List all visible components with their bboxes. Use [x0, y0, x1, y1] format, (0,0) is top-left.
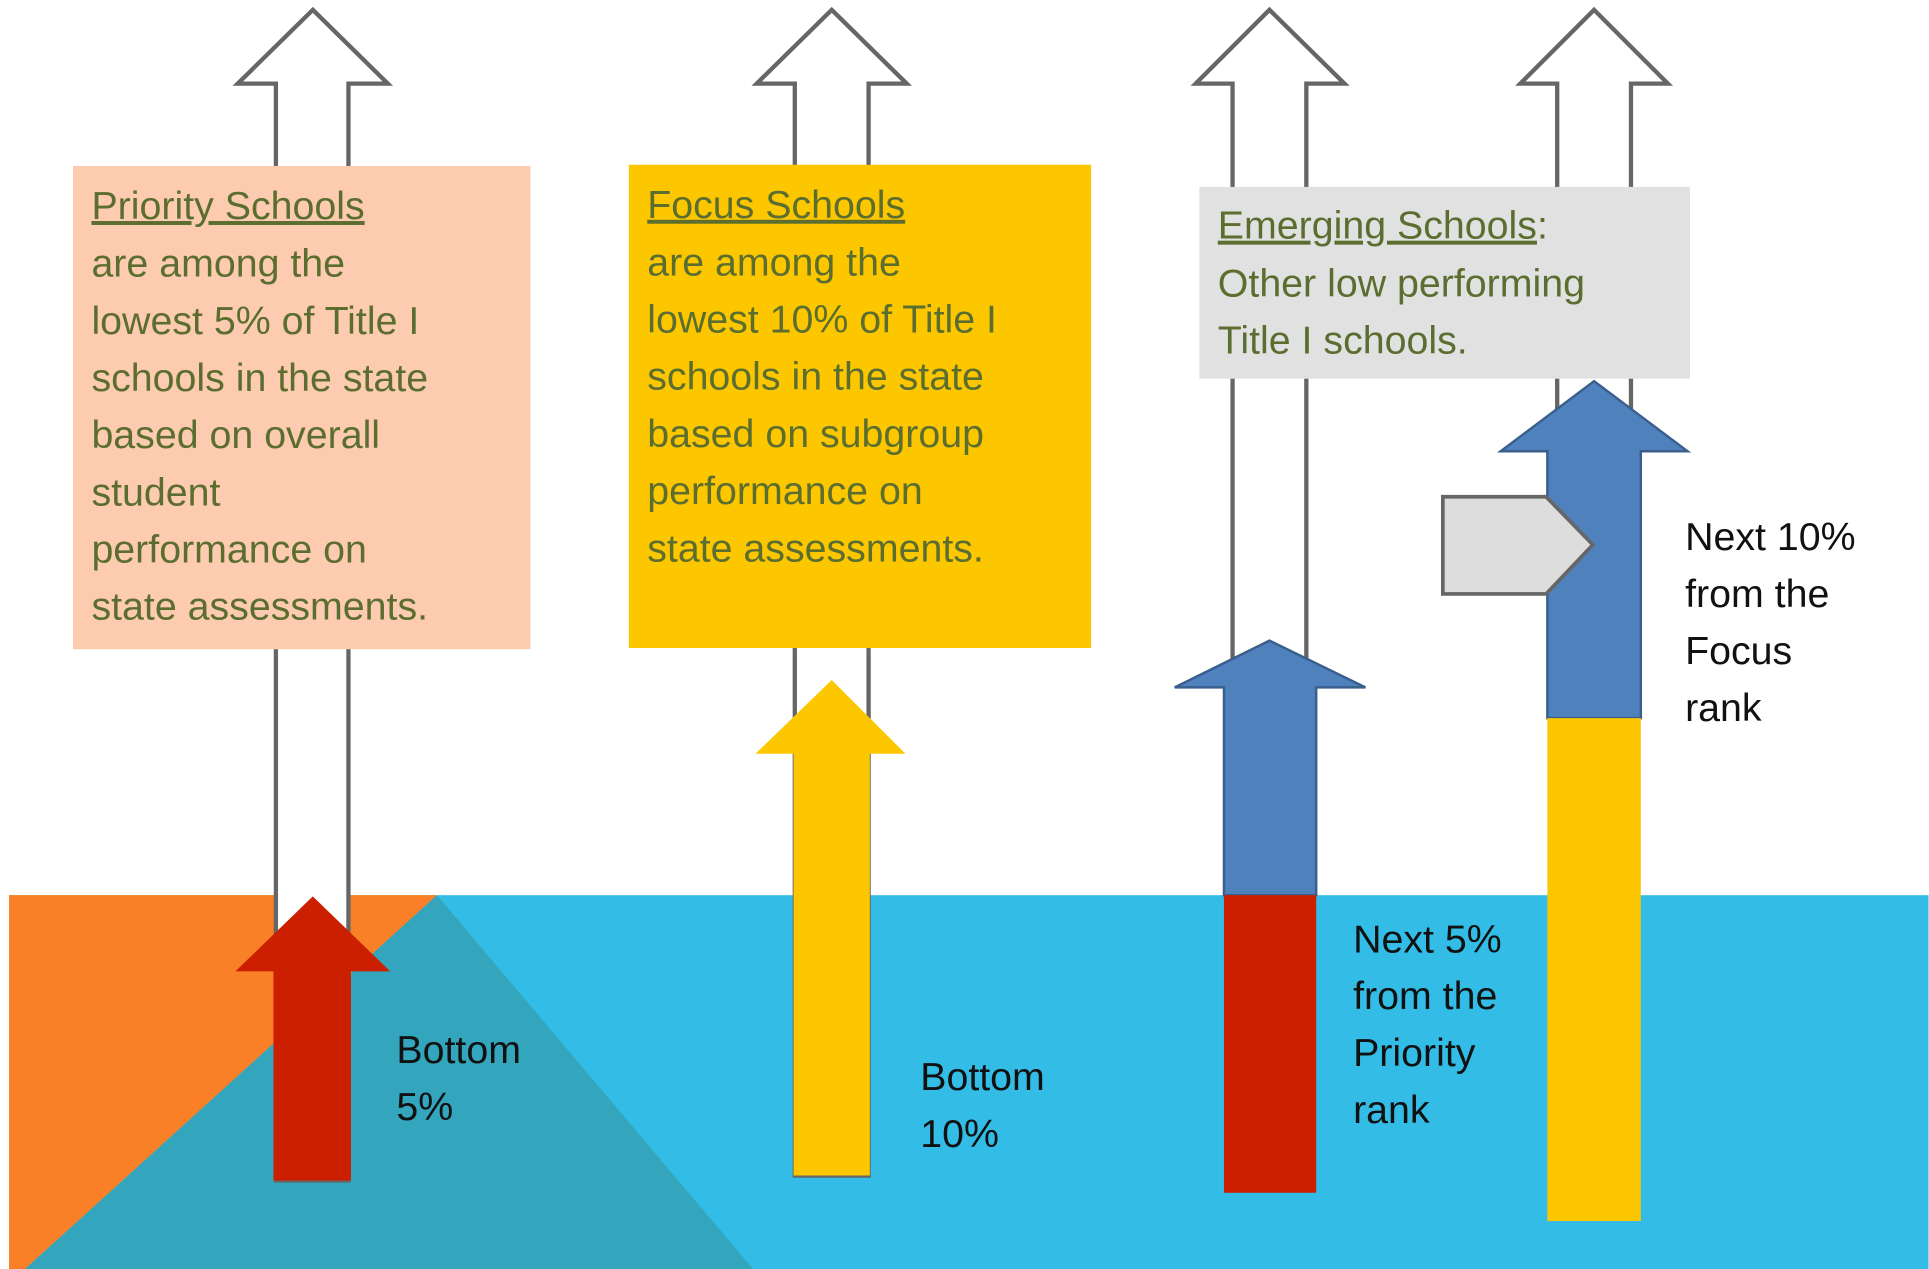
label-line: Next 5% — [1353, 917, 1502, 961]
label-line: rank — [1685, 686, 1762, 730]
box-title-suffix: : — [1537, 204, 1548, 248]
box-title-text: Priority Schools — [91, 184, 364, 228]
label-line: Next 10% — [1685, 515, 1856, 559]
pentagon-marker — [1440, 494, 1596, 596]
label-line: Priority — [1353, 1031, 1476, 1075]
box-title: Priority Schools — [91, 184, 364, 228]
focus-box — [628, 164, 1092, 649]
box-line: are among the — [647, 240, 901, 284]
box-line: lowest 5% of Title I — [91, 299, 419, 343]
box-title: Focus Schools — [647, 183, 905, 227]
label-line: Bottom — [396, 1028, 521, 1072]
priority-box — [73, 166, 531, 650]
label-line: from the — [1353, 974, 1497, 1018]
red-arrow — [235, 896, 391, 1181]
box-line: Other low performing — [1218, 261, 1585, 305]
label-line: Focus — [1685, 629, 1792, 673]
box-line: state assessments. — [91, 585, 428, 629]
label-line: Bottom — [920, 1055, 1045, 1099]
box-line: based on subgroup — [647, 412, 984, 456]
yellow-arrow — [755, 679, 906, 1176]
yellow-segment — [1547, 718, 1641, 1222]
label-line: 10% — [920, 1112, 999, 1156]
red-segment — [1223, 895, 1317, 1193]
box-title-text: Focus Schools — [647, 183, 905, 227]
box-title: Emerging Schools: — [1218, 204, 1548, 248]
box-title-text: Emerging Schools — [1218, 204, 1537, 248]
label-line: from the — [1685, 572, 1829, 616]
box-line: state assessments. — [647, 526, 984, 570]
box-line: schools in the state — [91, 356, 428, 400]
box-line: student — [91, 470, 220, 514]
box-line: schools in the state — [647, 355, 984, 399]
box-line: performance on — [647, 469, 922, 513]
box-line: are among the — [91, 242, 345, 286]
box-line: based on overall — [91, 413, 380, 457]
emerging-box — [1199, 186, 1690, 379]
box-line: Title I schools. — [1218, 318, 1468, 362]
content: Priority Schools are among the lowest 5% … — [91, 183, 1855, 1156]
box-line: performance on — [91, 528, 366, 572]
label-line: 5% — [396, 1085, 453, 1129]
label-line: rank — [1353, 1088, 1430, 1132]
teal-triangle — [25, 895, 754, 1269]
box-line: lowest 10% of Title I — [647, 298, 997, 342]
